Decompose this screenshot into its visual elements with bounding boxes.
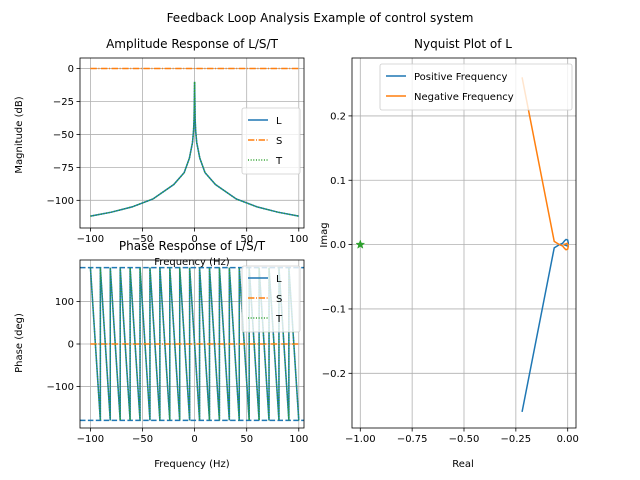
phase-xtick-label: −50 — [132, 434, 153, 445]
nyquist-legend-box — [379, 63, 573, 111]
amplitude-ytick-label: −25 — [53, 97, 74, 108]
phase-ytick-label: 0 — [68, 340, 74, 351]
nyquist-xtick-label: 0.00 — [557, 434, 579, 445]
nyquist-xtick-label: −0.25 — [501, 434, 532, 445]
phase-title: Phase Response of L/S/T — [119, 239, 266, 253]
nyquist-ytick-label: 0.0 — [330, 240, 346, 251]
amplitude-title: Amplitude Response of L/S/T — [106, 37, 279, 51]
phase-xtick-label: 100 — [289, 434, 308, 445]
nyquist-xtick-label: −0.50 — [449, 434, 480, 445]
nyquist-title: Nyquist Plot of L — [414, 37, 512, 51]
phase-xtick-label: 0 — [191, 434, 197, 445]
amplitude-xtick-label: −100 — [77, 234, 104, 245]
amplitude-ytick-label: −75 — [53, 163, 74, 174]
nyquist-plot-axes: −1.00 −0.75 −0.50 −0.25 0.00 −0.2 −0.1 0.0 0.1 0.… — [322, 57, 579, 445]
nyquist-xlabel: Real — [452, 459, 474, 470]
phase-legend-label: S — [276, 294, 282, 305]
phase-ytick-label: −100 — [47, 382, 74, 393]
amplitude-xtick-label: −50 — [132, 234, 153, 245]
nyquist-legend-label: Positive Frequency — [414, 72, 507, 83]
nyquist-ylabel: Imag — [319, 222, 330, 247]
phase-response-axes: −100 −50 0 50 100 −100 0 100 LST — [47, 259, 308, 445]
phase-ytick-label: 100 — [55, 297, 74, 308]
amplitude-legend-label: T — [275, 156, 283, 167]
amplitude-ytick-label: −50 — [53, 130, 74, 141]
nyquist-legend-label: Negative Frequency — [414, 92, 514, 103]
nyquist-ytick-label: 0.2 — [330, 111, 346, 122]
phase-frame — [79, 259, 305, 429]
amplitude-frame — [79, 57, 305, 229]
nyquist-ytick-label: 0.1 — [330, 176, 346, 187]
amplitude-ylabel: Magnitude (dB) — [14, 96, 25, 173]
amplitude-legend-label: S — [276, 136, 282, 147]
phase-legend-label: T — [275, 314, 283, 325]
phase-ylabel: Phase (deg) — [14, 313, 25, 373]
amplitude-legend-label: L — [276, 116, 282, 127]
nyquist-ytick-label: −0.1 — [322, 304, 346, 315]
amplitude-xtick-label: 100 — [289, 234, 308, 245]
phase-legend-label: L — [276, 274, 282, 285]
phase-xtick-label: 50 — [240, 434, 253, 445]
nyquist-series-negative — [521, 77, 570, 251]
nyquist-xtick-label: −1.00 — [345, 434, 376, 445]
amplitude-legend-box — [241, 107, 301, 175]
nyquist-ytick-label: −0.2 — [322, 369, 346, 380]
amplitude-xtick-label: 50 — [240, 234, 253, 245]
nyquist-series-positive — [521, 238, 570, 413]
nyquist-critical-point-marker — [355, 239, 366, 249]
figure-suptitle: Feedback Loop Analysis Example of contro… — [167, 11, 474, 25]
amplitude-series-L — [90, 81, 299, 217]
nyquist-xtick-label: −0.75 — [397, 434, 428, 445]
amplitude-xtick-label: 0 — [191, 234, 197, 245]
amplitude-ytick-label: 0 — [68, 64, 74, 75]
phase-xtick-label: −100 — [77, 434, 104, 445]
phase-legend-box — [241, 265, 301, 333]
nyquist-frame — [351, 57, 577, 429]
phase-xlabel: Frequency (Hz) — [154, 459, 230, 470]
amplitude-response-axes: −100 −50 0 50 100 −100 −75 −50 −25 0 LST — [47, 57, 308, 245]
amplitude-xlabel: Frequency (Hz) — [154, 257, 230, 268]
amplitude-ytick-label: −100 — [47, 196, 74, 207]
